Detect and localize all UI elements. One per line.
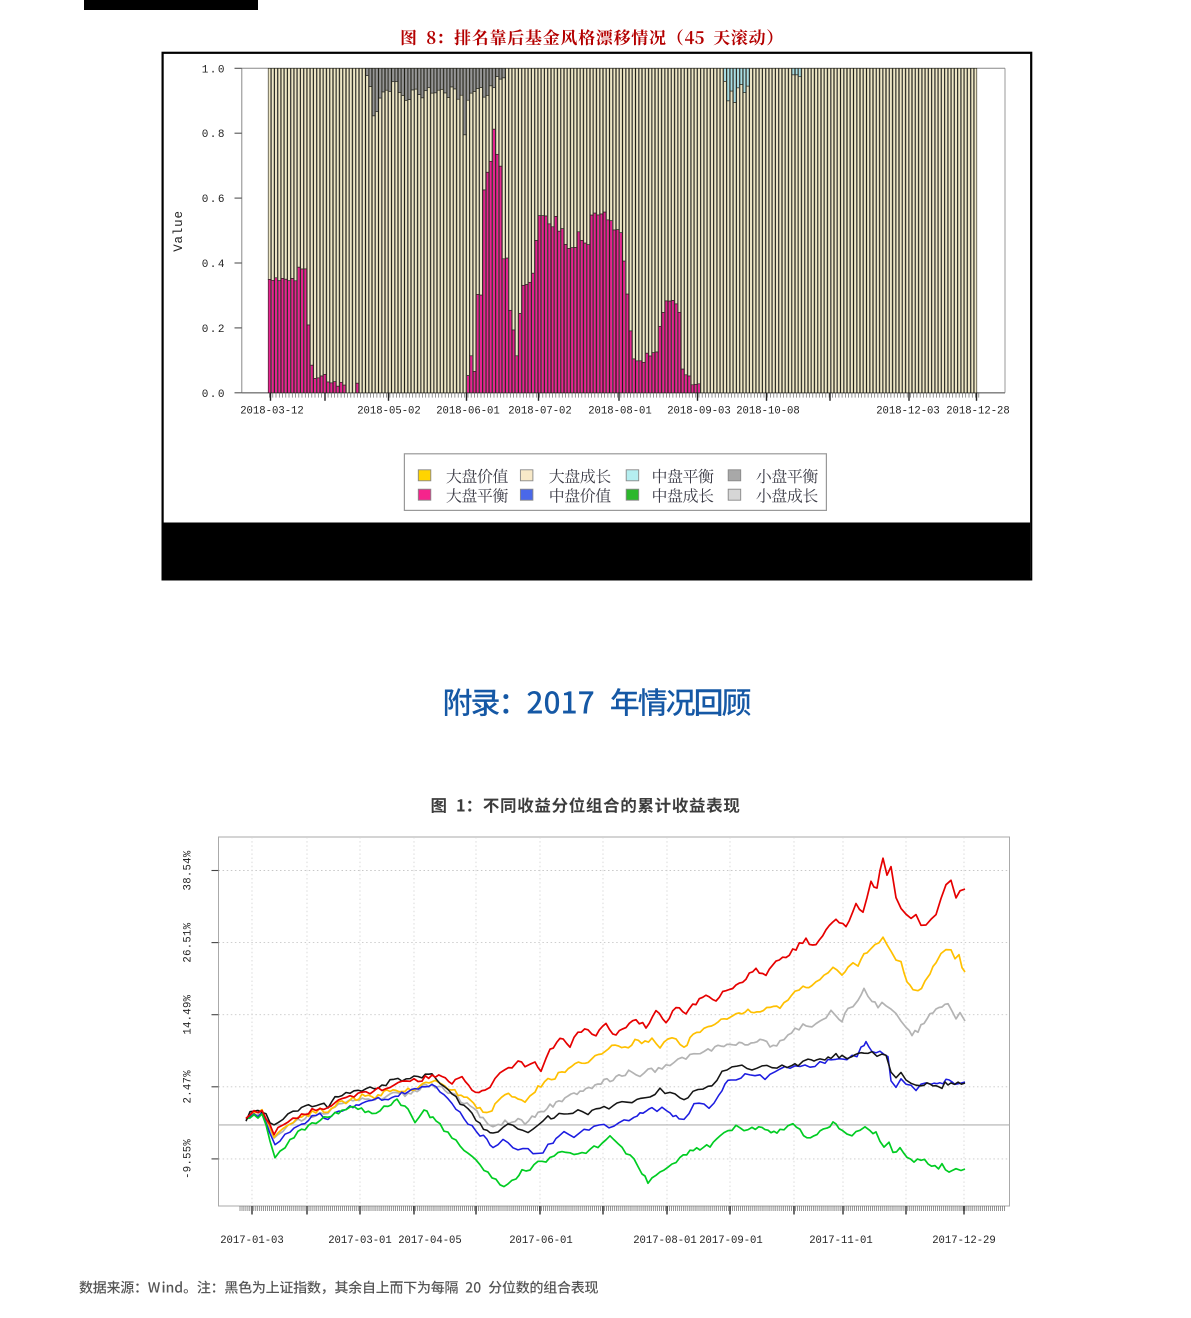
svg-text:2018-12-28: 2018-12-28 — [946, 406, 1010, 418]
svg-text:-9.55%: -9.55% — [183, 1139, 195, 1179]
svg-text:2017-11-01: 2017-11-01 — [809, 1235, 873, 1247]
svg-text:14.49%: 14.49% — [183, 994, 195, 1034]
svg-text:0.4: 0.4 — [202, 259, 226, 271]
svg-text:2017-01-03: 2017-01-03 — [220, 1235, 284, 1247]
svg-text:2018-03-12: 2018-03-12 — [240, 406, 304, 418]
svg-text:2017-08-01: 2017-08-01 — [633, 1235, 697, 1247]
svg-text:Value: Value — [172, 210, 186, 252]
svg-text:2018-06-01: 2018-06-01 — [436, 406, 500, 418]
svg-text:0.2: 0.2 — [202, 324, 226, 336]
svg-text:2018-09-03: 2018-09-03 — [667, 406, 731, 418]
svg-text:1.0: 1.0 — [202, 64, 226, 76]
svg-text:2018-08-01: 2018-08-01 — [588, 406, 652, 418]
svg-text:2018-05-02: 2018-05-02 — [357, 406, 421, 418]
svg-text:2018-07-02: 2018-07-02 — [508, 406, 572, 418]
svg-text:2017-04-05: 2017-04-05 — [398, 1235, 462, 1247]
svg-text:0.6: 0.6 — [202, 194, 226, 206]
svg-text:2018-12-03: 2018-12-03 — [876, 406, 940, 418]
svg-text:2017-03-01: 2017-03-01 — [328, 1235, 392, 1247]
svg-text:2017-06-01: 2017-06-01 — [509, 1235, 573, 1247]
svg-text:0.0: 0.0 — [202, 389, 226, 401]
svg-text:0.8: 0.8 — [202, 129, 226, 141]
svg-text:26.51%: 26.51% — [183, 922, 195, 962]
svg-text:38.54%: 38.54% — [183, 850, 195, 890]
svg-text:2.47%: 2.47% — [183, 1070, 195, 1104]
svg-text:2018-10-08: 2018-10-08 — [736, 406, 800, 418]
svg-text:2017-12-29: 2017-12-29 — [932, 1235, 996, 1247]
svg-text:2017-09-01: 2017-09-01 — [699, 1235, 763, 1247]
